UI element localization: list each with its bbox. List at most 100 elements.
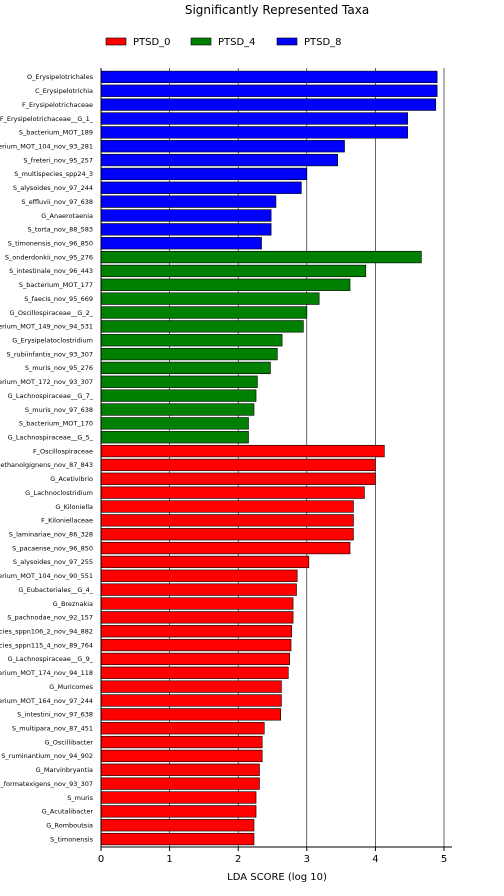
bar <box>100 638 292 652</box>
category-label: S_alysoides_nov_97_255 <box>13 558 93 566</box>
bar <box>100 500 354 513</box>
bar <box>100 181 302 194</box>
bar <box>100 486 365 499</box>
bar <box>100 583 297 596</box>
bar <box>100 375 258 388</box>
category-label: G_Lachnospiraceae__G_5_ <box>8 434 94 442</box>
x-axis-label: LDA SCORE (log 10) <box>227 872 327 883</box>
bar <box>100 722 265 735</box>
bar <box>100 306 308 319</box>
bar <box>100 694 282 707</box>
category-label: S_bacterium_MOT_172_nov_93_307 <box>0 378 93 386</box>
category-label: S_alysoides_nov_97_244 <box>13 184 93 192</box>
bar <box>100 749 263 763</box>
category-label: G_Erysipelatoclostridium <box>12 337 93 345</box>
bar <box>100 195 277 208</box>
bar <box>100 791 257 804</box>
category-label: G_Acutalibacter <box>42 808 94 816</box>
category-label: G_Oscillospiraceae__G_2_ <box>10 309 94 317</box>
bar <box>100 597 294 610</box>
bar <box>100 735 263 749</box>
category-labels: O_Erysipelotrichales C_Erysipelotrichia F_… <box>0 73 94 843</box>
x-tick-label: 5 <box>441 854 447 865</box>
legend-swatch-ptsd_8 <box>276 37 298 46</box>
category-label: S_freteri_nov_95_257 <box>23 156 93 164</box>
bar <box>100 250 422 264</box>
category-label: S_timonensis <box>50 835 93 843</box>
bar <box>100 666 289 679</box>
x-tick-label: 2 <box>235 854 241 865</box>
bar <box>100 431 249 444</box>
bar <box>100 417 249 430</box>
bar <box>100 403 255 416</box>
bar <box>100 98 437 111</box>
legend-label-ptsd_8: PTSD_8 <box>304 37 342 48</box>
chart-title: Significantly Represented Taxa <box>185 3 369 17</box>
bar <box>100 112 408 125</box>
category-label: S_muris_nov_97_638 <box>25 406 93 414</box>
bar <box>100 140 345 153</box>
category-label: G_Muricomes <box>49 683 93 691</box>
axes: 0 1 2 3 4 5 <box>98 68 452 865</box>
category-label: S_effluvii_nov_97_638 <box>21 198 93 206</box>
category-label: G_Oscillibacter <box>45 738 94 746</box>
bar <box>100 472 376 485</box>
bar <box>100 320 304 333</box>
category-label: O_Erysipelotrichales <box>27 73 94 81</box>
bar <box>100 347 278 361</box>
category-label: S_muris_nov_95_276 <box>25 364 93 372</box>
x-tick-label: 1 <box>166 854 172 865</box>
category-label: G_Lachnoclostridium <box>25 489 93 497</box>
legend-label-ptsd_0: PTSD_0 <box>133 37 171 48</box>
category-label: C_Erysipelotrichia <box>35 87 93 95</box>
category-label: F_Kiloniellaceae <box>41 517 93 525</box>
category-label: S_pacaense_nov_96_850 <box>12 544 93 552</box>
category-label: S_multipara_nov_87_451 <box>12 725 93 733</box>
category-label: S_ruminantium_nov_94_902 <box>1 752 93 760</box>
category-label: F_Oscillospiraceae <box>33 447 93 455</box>
category-label: F_Erysipelotrichaceae__G_1_ <box>0 115 94 123</box>
x-tick-label: 0 <box>98 854 104 865</box>
category-label: S_faecis_nov_95_669 <box>24 295 93 303</box>
category-label: G_Kiloniella <box>55 503 93 511</box>
category-label: G_Anaerotaenia <box>41 212 93 220</box>
category-label: F_Erysipelotrichaceae <box>22 101 93 109</box>
category-label: S_pachnodae_nov_92_157 <box>7 614 93 622</box>
category-label: S_rubiinfantis_nov_93_307 <box>6 350 93 358</box>
bar <box>100 528 354 541</box>
bar <box>100 292 320 305</box>
category-label: S_formatexigens_nov_93_307 <box>0 780 93 788</box>
bar <box>100 652 290 666</box>
category-label: S_bacterium_MOT_164_nov_97_244 <box>0 697 93 705</box>
bar <box>100 444 385 458</box>
bar <box>100 153 338 167</box>
category-label: G_Marvinbryantia <box>36 766 93 774</box>
category-label: S_intestini_nov_97_638 <box>17 711 93 719</box>
bar <box>100 611 294 624</box>
bar <box>100 763 260 776</box>
category-label: G_Romboutsia <box>46 822 93 830</box>
category-label: G_Eubacteriales__G_4_ <box>18 586 93 594</box>
category-label: S_bacterium_MOT_174_nov_94_118 <box>0 669 93 677</box>
x-tick-label: 4 <box>372 854 378 865</box>
bar <box>100 555 310 569</box>
bar <box>100 680 282 693</box>
x-tick-label: 3 <box>304 854 310 865</box>
bar <box>100 541 351 555</box>
bar <box>100 569 298 582</box>
category-label: S_bacterium_MOT_104_nov_93_281 <box>0 143 93 151</box>
legend-swatch-ptsd_0 <box>105 37 127 46</box>
bar <box>100 777 260 790</box>
category-label: S_multispecies_sppn106_2_nov_94_882 <box>0 628 93 636</box>
category-label: G_Breznakia <box>53 600 93 608</box>
category-label: S_bacterium_MOT_149_nov_94_531 <box>0 323 93 331</box>
legend-label-ptsd_4: PTSD_4 <box>218 37 256 48</box>
category-label: S_torta_nov_88_583 <box>28 226 93 234</box>
category-label: S_ethanolgignens_nov_87_843 <box>0 461 93 469</box>
bar <box>100 832 255 846</box>
bar <box>100 237 262 250</box>
legend: PTSD_0 PTSD_4 PTSD_8 <box>105 37 342 48</box>
category-label: G_Lachnospiraceae__G_7_ <box>8 392 94 400</box>
bar <box>100 819 255 832</box>
